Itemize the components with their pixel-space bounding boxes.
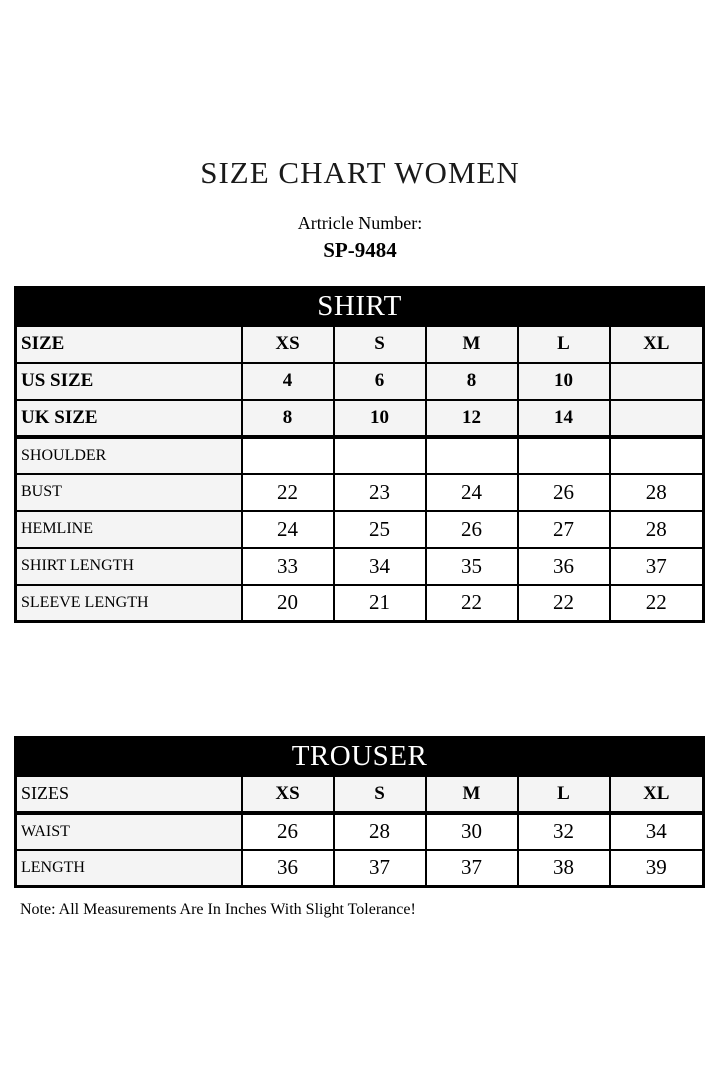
value-cell: 32 (516, 811, 611, 851)
value-cell: XS (240, 324, 335, 364)
table-row: SHIRT LENGTH 33 34 35 36 37 (14, 546, 705, 586)
table-row: LENGTH 36 37 37 38 39 (14, 848, 705, 888)
value-cell: 35 (424, 546, 519, 586)
value-cell: 36 (240, 848, 335, 888)
value-cell: 10 (332, 398, 427, 439)
row-label: US SIZE (14, 361, 243, 401)
value-cell: 27 (516, 509, 611, 549)
trouser-table-title: TROUSER (14, 736, 705, 777)
value-cell: 30 (424, 811, 519, 851)
row-label: SIZE (14, 324, 243, 364)
shirt-size-table: SHIRT SIZE XS S M L XL US SIZE 4 6 8 10 UK SIZE 8 10 1… (14, 286, 706, 623)
row-label: SLEEVE LENGTH (14, 583, 243, 623)
shirt-table-title: SHIRT (14, 286, 705, 327)
value-cell: 26 (516, 472, 611, 512)
value-cell: S (332, 774, 427, 815)
article-number-label: Artricle Number: (297, 213, 423, 233)
row-label: UK SIZE (14, 398, 243, 439)
value-cell: 23 (332, 472, 427, 512)
value-cell: 10 (516, 361, 611, 401)
row-label: SHOULDER (14, 435, 243, 475)
article-number-value: SP-9484 (323, 238, 397, 262)
value-cell: XS (240, 774, 335, 815)
row-label: SHIRT LENGTH (14, 546, 243, 586)
page-title: SIZE CHART WOMEN (200, 155, 520, 190)
row-label: BUST (14, 472, 243, 512)
row-label: HEMLINE (14, 509, 243, 549)
value-cell: 8 (240, 398, 335, 439)
table-row: SLEEVE LENGTH 20 21 22 22 22 (14, 583, 705, 623)
trouser-table-header-row: TROUSER (14, 736, 705, 777)
table-row: HEMLINE 24 25 26 27 28 (14, 509, 705, 549)
value-cell: 39 (608, 848, 705, 888)
value-cell: M (424, 774, 519, 815)
value-cell: 37 (424, 848, 519, 888)
value-cell: 36 (516, 546, 611, 586)
value-cell (608, 361, 705, 401)
value-cell: XL (608, 324, 705, 364)
value-cell: 34 (608, 811, 705, 851)
value-cell: XL (608, 774, 705, 815)
value-cell: L (516, 774, 611, 815)
value-cell: 38 (516, 848, 611, 888)
value-cell: 24 (424, 472, 519, 512)
value-cell: 22 (424, 583, 519, 623)
row-label: WAIST (14, 811, 243, 851)
value-cell: 25 (332, 509, 427, 549)
value-cell (240, 435, 335, 475)
value-cell (516, 435, 611, 475)
measurement-note: Note: All Measurements Are In Inches Wit… (20, 901, 416, 918)
table-row: SIZES XS S M L XL (14, 774, 705, 815)
value-cell: 21 (332, 583, 427, 623)
value-cell: 37 (608, 546, 705, 586)
trouser-size-table: TROUSER SIZES XS S M L XL WAIST 26 28 30 32 34 LENGT… (14, 736, 706, 888)
value-cell: 33 (240, 546, 335, 586)
value-cell (608, 398, 705, 439)
row-label: SIZES (14, 774, 243, 815)
value-cell (424, 435, 519, 475)
value-cell: 22 (240, 472, 335, 512)
table-row: SIZE XS S M L XL (14, 324, 705, 364)
value-cell: 6 (332, 361, 427, 401)
table-row: SHOULDER (14, 435, 705, 475)
value-cell: M (424, 324, 519, 364)
value-cell: 12 (424, 398, 519, 439)
table-row: US SIZE 4 6 8 10 (14, 361, 705, 401)
shirt-table-header-row: SHIRT (14, 286, 705, 327)
table-row: WAIST 26 28 30 32 34 (14, 811, 705, 851)
value-cell: 22 (516, 583, 611, 623)
value-cell: 26 (240, 811, 335, 851)
table-row: UK SIZE 8 10 12 14 (14, 398, 705, 439)
value-cell: 28 (608, 472, 705, 512)
value-cell: 37 (332, 848, 427, 888)
table-row: BUST 22 23 24 26 28 (14, 472, 705, 512)
value-cell (608, 435, 705, 475)
value-cell: L (516, 324, 611, 364)
value-cell: 4 (240, 361, 335, 401)
value-cell: 34 (332, 546, 427, 586)
value-cell: 28 (608, 509, 705, 549)
value-cell: 22 (608, 583, 705, 623)
value-cell: 8 (424, 361, 519, 401)
value-cell: 20 (240, 583, 335, 623)
value-cell: 24 (240, 509, 335, 549)
value-cell: 14 (516, 398, 611, 439)
value-cell: S (332, 324, 427, 364)
value-cell: 28 (332, 811, 427, 851)
value-cell: 26 (424, 509, 519, 549)
row-label: LENGTH (14, 848, 243, 888)
value-cell (332, 435, 427, 475)
